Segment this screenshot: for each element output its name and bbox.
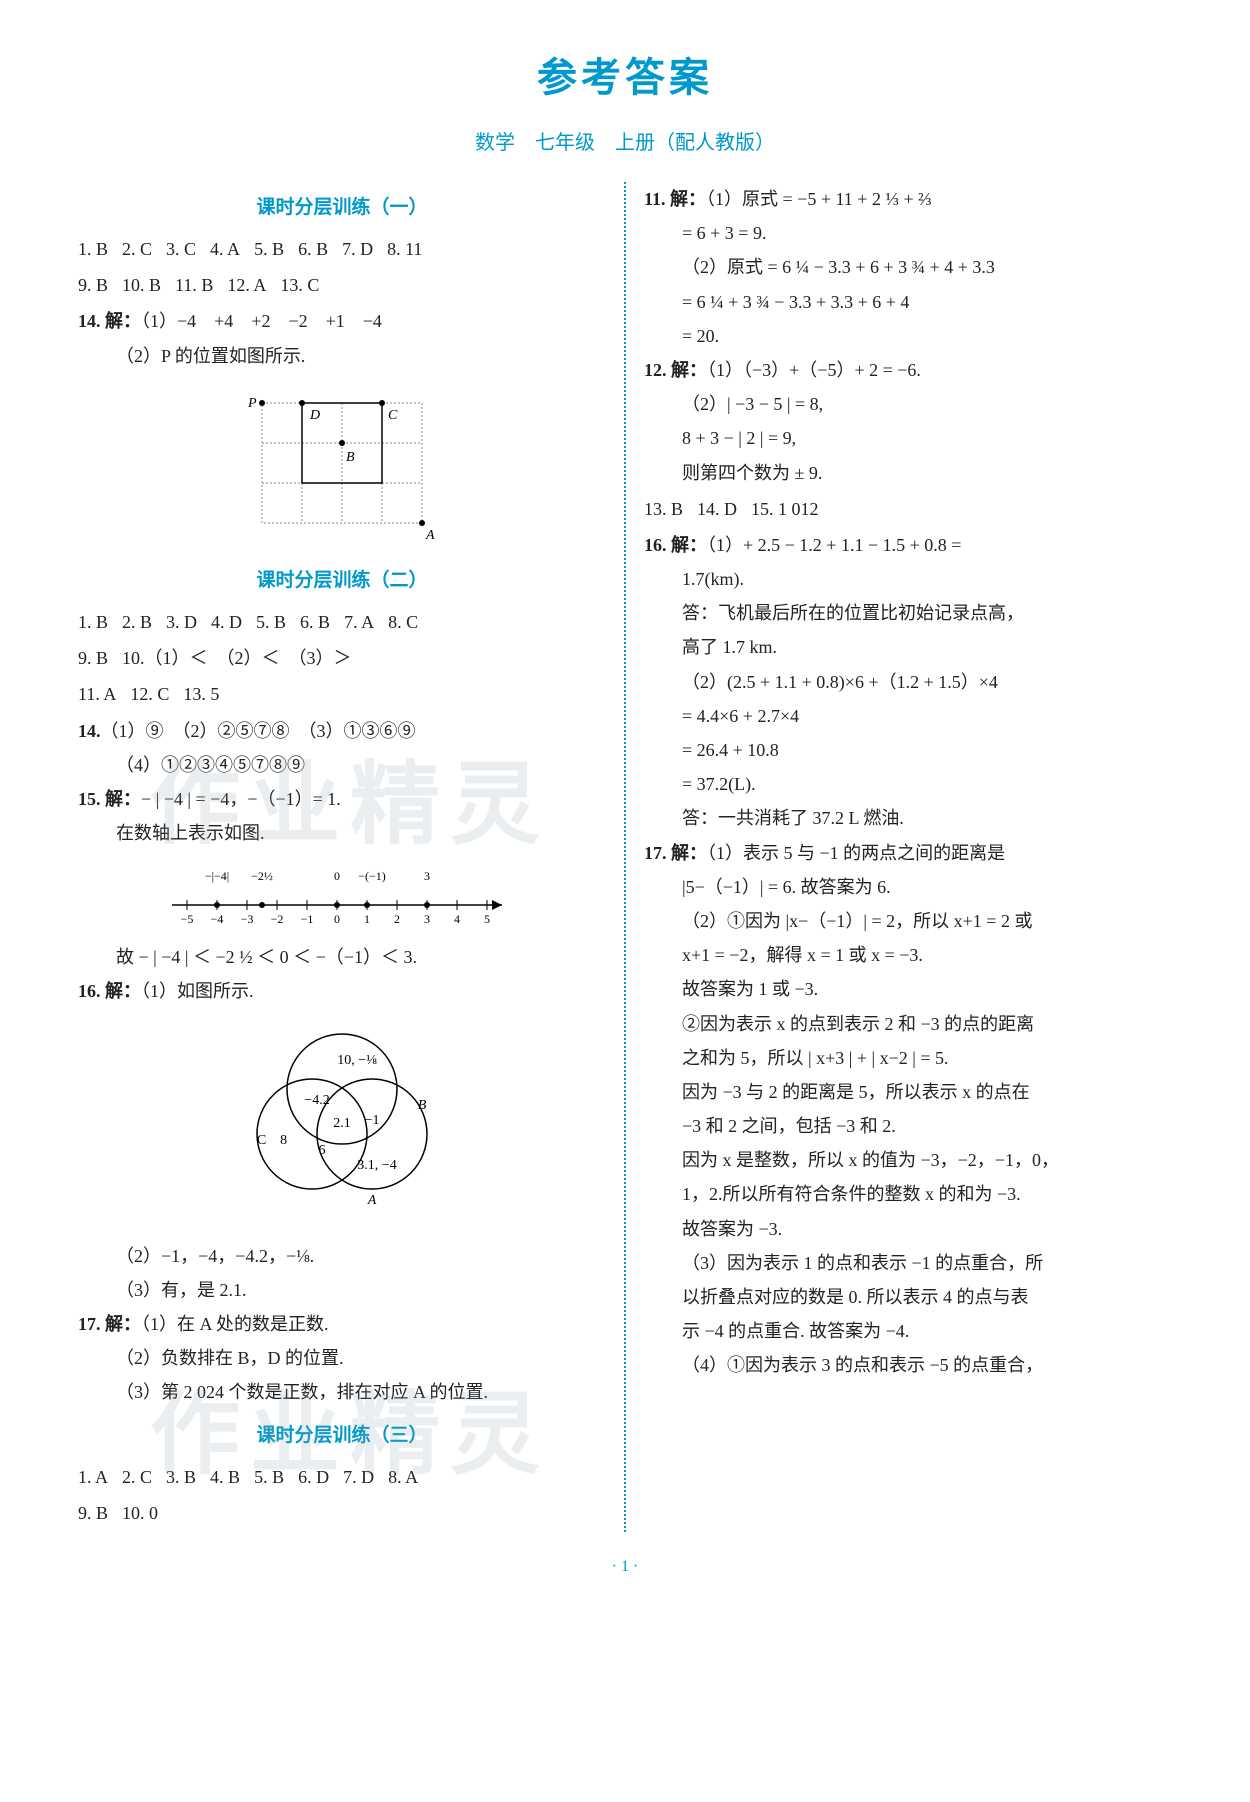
venn-figure: 10, −⅛ B C 8 −4.2 −1 2.1 6 3.1, −4 A (78, 1019, 606, 1229)
svg-text:B: B (346, 450, 355, 465)
r-q11-2b: = 6 ¼ + 3 ¾ − 3.3 + 3.3 + 6 + 4 (644, 285, 1172, 319)
r-q17-3c: 示 −4 的点重合. 故答案为 −4. (644, 1314, 1172, 1348)
svg-text:2: 2 (394, 912, 400, 926)
r-q16-a2: 答：一共消耗了 37.2 L 燃油. (644, 801, 1172, 835)
svg-text:0: 0 (334, 912, 340, 926)
svg-text:3: 3 (424, 912, 430, 926)
s1-row2: 9. B10. B11. B12. A13. C (78, 268, 606, 302)
svg-text:3: 3 (424, 869, 430, 883)
svg-text:C 8: C 8 (257, 1133, 287, 1148)
svg-text:D: D (309, 408, 320, 423)
s2-row1: 1. B2. B3. D4. D5. B6. B7. A8. C (78, 605, 606, 639)
r-q17-2g: −3 和 2 之间，包括 −3 和 2. (644, 1109, 1172, 1143)
r-q17-2h: 因为 x 是整数，所以 x 的值为 −3，−2，−1，0， (644, 1143, 1172, 1177)
svg-text:C: C (388, 408, 398, 423)
svg-text:B: B (418, 1098, 427, 1113)
r-q17-2e: 之和为 5，所以 | x+3 | + | x−2 | = 5. (644, 1041, 1172, 1075)
svg-text:10, −⅛: 10, −⅛ (337, 1053, 377, 1068)
svg-text:−1: −1 (365, 1113, 380, 1128)
r-q17-2b: x+1 = −2，解得 x = 1 或 x = −3. (644, 938, 1172, 972)
page-number: · 1 · (60, 1552, 1190, 1582)
r-q16: 16. 解：（1）+ 2.5 − 1.2 + 1.1 − 1.5 + 0.8 = (644, 528, 1172, 562)
svg-text:1: 1 (364, 912, 370, 926)
r-q17-4: （4）①因为表示 3 的点和表示 −5 的点重合， (644, 1348, 1172, 1382)
s2-q17: 17. 解：（1）在 A 处的数是正数. (78, 1307, 606, 1341)
svg-text:−(−1): −(−1) (358, 869, 386, 883)
s2-q14: 14.（1）⑨ （2）②⑤⑦⑧ （3）①③⑥⑨ (78, 714, 606, 748)
grid-figure: P D C B A (78, 383, 606, 553)
svg-text:−|−4|: −|−4| (205, 869, 229, 883)
left-column: 课时分层训练（一） 1. B2. C3. C4. A5. B6. B7. D8.… (60, 182, 626, 1532)
svg-text:−4: −4 (211, 912, 224, 926)
numberline-figure: −5 −4 −3 −2 −1 0 1 2 3 4 5 −|−4| −2½ 0 −(−1) 3 (78, 860, 606, 930)
s2-row3: 11. A12. C13. 5 (78, 677, 606, 711)
svg-text:−5: −5 (181, 912, 194, 926)
r-q17: 17. 解：（1）表示 5 与 −1 的两点之间的距离是 (644, 836, 1172, 870)
r-q16-1b: 1.7(km). (644, 562, 1172, 596)
r-q17-2i: 1，2.所以所有符合条件的整数 x 的和为 −3. (644, 1177, 1172, 1211)
s3-row1: 1. A2. C3. B4. B5. B6. D7. D8. A (78, 1460, 606, 1494)
r-q17-2a: （2）①因为 |x−（−1）| = 2，所以 x+1 = 2 或 (644, 904, 1172, 938)
right-column: 11. 解：（1）原式 = −5 + 11 + 2 ⅓ + ⅔ = 6 + 3 … (626, 182, 1190, 1532)
svg-text:−2: −2 (271, 912, 284, 926)
r-q17-3b: 以折叠点对应的数是 0. 所以表示 4 的点与表 (644, 1280, 1172, 1314)
svg-text:0: 0 (334, 869, 340, 883)
s2-q16-2: （2）−1，−4，−4.2，−⅛. (78, 1239, 606, 1273)
svg-text:−2½: −2½ (251, 869, 273, 883)
s2-q17-3: （3）第 2 024 个数是正数，排在对应 A 的位置. (78, 1375, 606, 1409)
svg-text:A: A (425, 528, 435, 543)
svg-text:3.1, −4: 3.1, −4 (357, 1158, 396, 1173)
s2-q15: 15. 解：− | −4 | = −4，−（−1）= 1. (78, 782, 606, 816)
s2-q14-2: （4）①②③④⑤⑦⑧⑨ (78, 748, 606, 782)
r-q17-3a: （3）因为表示 1 的点和表示 −1 的点重合，所 (644, 1246, 1172, 1280)
r-q17-2f: 因为 −3 与 2 的距离是 5，所以表示 x 的点在 (644, 1075, 1172, 1109)
svg-text:−4.2: −4.2 (304, 1093, 329, 1108)
r-q16-a1b: 高了 1.7 km. (644, 630, 1172, 664)
r-q17-1b: |5−（−1）| = 6. 故答案为 6. (644, 870, 1172, 904)
svg-text:5: 5 (484, 912, 490, 926)
section-head-1: 课时分层训练（一） (78, 190, 606, 226)
r-q17-2c: 故答案为 1 或 −3. (644, 972, 1172, 1006)
s2-q16: 16. 解：（1）如图所示. (78, 974, 606, 1008)
r-q16-2d: = 37.2(L). (644, 767, 1172, 801)
r-q11-2: （2）原式 = 6 ¼ − 3.3 + 6 + 3 ¾ + 4 + 3.3 (644, 250, 1172, 284)
s1-row1: 1. B2. C3. C4. A5. B6. B7. D8. 11 (78, 232, 606, 266)
s1-q14-2: （2）P 的位置如图所示. (78, 339, 606, 373)
r-q11-2c: = 20. (644, 319, 1172, 353)
svg-text:−3: −3 (241, 912, 254, 926)
r-q16-2b: = 4.4×6 + 2.7×4 (644, 699, 1172, 733)
r-q16-2: （2）(2.5 + 1.1 + 0.8)×6 +（1.2 + 1.5）×4 (644, 665, 1172, 699)
r-q17-2d: ②因为表示 x 的点到表示 2 和 −3 的点的距离 (644, 1007, 1172, 1041)
r-q12-2: （2）| −3 − 5 | = 8, (644, 387, 1172, 421)
s2-q16-3: （3）有，是 2.1. (78, 1273, 606, 1307)
svg-text:4: 4 (454, 912, 460, 926)
s2-row2: 9. B10.（1）＜ （2）＜ （3）＞ (78, 641, 606, 675)
r-q16-a1a: 答：飞机最后所在的位置比初始记录点高， (644, 596, 1172, 630)
s1-q14: 14. 解：（1）−4 +4 +2 −2 +1 −4 (78, 304, 606, 338)
s2-q15-3: 故 − | −4 | ＜ −2 ½ ＜ 0 ＜ −（−1）＜ 3. (78, 940, 606, 974)
r-q12: 12. 解：（1）（−3）+（−5）+ 2 = −6. (644, 353, 1172, 387)
section-head-3: 课时分层训练（三） (78, 1418, 606, 1454)
s3-row2: 9. B10. 0 (78, 1496, 606, 1530)
r-q17-2j: 故答案为 −3. (644, 1212, 1172, 1246)
r-q12-4: 则第四个数为 ± 9. (644, 456, 1172, 490)
svg-text:2.1: 2.1 (333, 1116, 351, 1131)
svg-text:6: 6 (319, 1143, 326, 1158)
r-q12-3: 8 + 3 − | 2 | = 9, (644, 421, 1172, 455)
page-subtitle: 数学 七年级 上册（配人教版） (60, 124, 1190, 162)
r-q16-2c: = 26.4 + 10.8 (644, 733, 1172, 767)
svg-text:P: P (247, 396, 257, 411)
section-head-2: 课时分层训练（二） (78, 563, 606, 599)
s2-q17-2: （2）负数排在 B，D 的位置. (78, 1341, 606, 1375)
svg-text:−1: −1 (301, 912, 314, 926)
s2-q15-2: 在数轴上表示如图. (78, 816, 606, 850)
r-q11-1b: = 6 + 3 = 9. (644, 216, 1172, 250)
svg-text:A: A (367, 1193, 377, 1208)
r-row13: 13. B14. D15. 1 012 (644, 492, 1172, 526)
two-column-layout: 课时分层训练（一） 1. B2. C3. C4. A5. B6. B7. D8.… (60, 182, 1190, 1532)
page-title: 参考答案 (60, 40, 1190, 116)
r-q11: 11. 解：（1）原式 = −5 + 11 + 2 ⅓ + ⅔ (644, 182, 1172, 216)
